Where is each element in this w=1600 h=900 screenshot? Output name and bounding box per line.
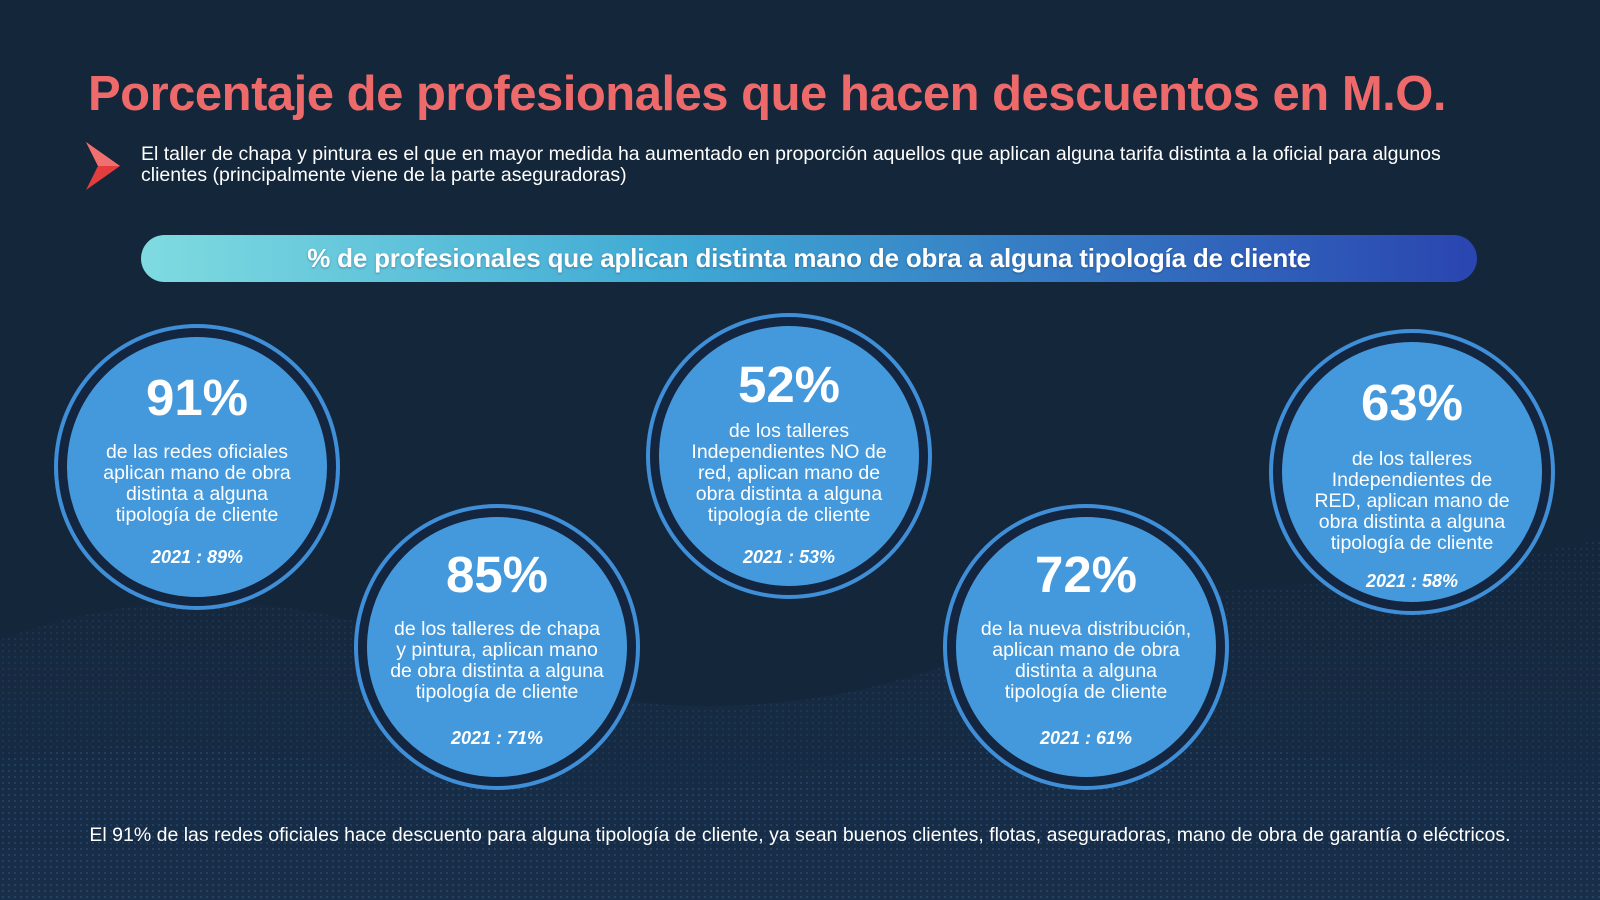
stat-circle-independientes-no-red: 52% de los talleres Independientes NO de…: [650, 317, 928, 595]
section-banner: % de profesionales que aplican distinta …: [141, 235, 1477, 282]
stat-percent: 52%: [737, 356, 841, 413]
stat-percent: 85%: [445, 546, 549, 603]
stat-description: de la nueva distribución, aplican mano d…: [980, 618, 1192, 703]
stat-circle-independientes-red: 63% de los talleres Independientes de RE…: [1273, 333, 1551, 611]
stat-description: de los talleres Independientes NO de red…: [691, 420, 887, 526]
stat-circle-nueva-distribucion: 72% de la nueva distribución, aplican ma…: [947, 508, 1225, 786]
stat-description: de los talleres de chapa y pintura, apli…: [390, 618, 604, 703]
stat-previous-year: 2021 : 58%: [1365, 571, 1459, 591]
chevron-right-arrow-icon: [86, 142, 120, 190]
stat-previous-year: 2021 : 61%: [1039, 728, 1133, 748]
banner-label: % de profesionales que aplican distinta …: [307, 243, 1311, 273]
stat-description: de las redes oficiales aplican mano de o…: [103, 441, 291, 526]
stat-previous-year: 2021 : 89%: [150, 547, 244, 567]
stat-description: de los talleres Independientes de RED, a…: [1314, 448, 1510, 554]
stat-circle-chapa-pintura: 85% de los talleres de chapa y pintura, …: [358, 508, 636, 786]
stat-previous-year: 2021 : 71%: [450, 728, 544, 748]
stat-percent: 72%: [1034, 546, 1138, 603]
stat-previous-year: 2021 : 53%: [742, 547, 836, 567]
footer-note: El 91% de las redes oficiales hace descu…: [89, 824, 1511, 846]
stat-percent: 63%: [1360, 374, 1464, 431]
subtitle-text: El taller de chapa y pintura es el que e…: [141, 143, 1441, 186]
stat-circle-redes-oficiales: 91% de las redes oficiales aplican mano …: [58, 328, 336, 606]
page-title: Porcentaje de profesionales que hacen de…: [88, 67, 1447, 121]
stat-percent: 91%: [145, 369, 249, 426]
